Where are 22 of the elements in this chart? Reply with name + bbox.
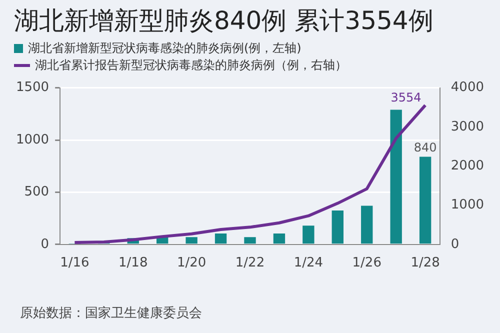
x-tick-label: 1/20 — [176, 256, 206, 271]
data-label: 840 — [414, 140, 437, 155]
text: 原始数据：国家卫生健康委员会 — [20, 305, 202, 322]
y-tick-label: 0 — [40, 236, 50, 252]
x-tick-label: 1/26 — [352, 256, 382, 271]
legend-label: 湖北省新增新型冠状病毒感染的肺炎病例(例，左轴) — [28, 40, 302, 57]
y-tick-label: 1000 — [16, 132, 50, 148]
y2-tick-label: 1000 — [450, 198, 484, 213]
data-label: 3554 — [390, 90, 422, 104]
y2-tick-label: 4000 — [450, 80, 484, 96]
y-tick-label: 1500 — [16, 80, 50, 96]
x-tick-label: 1/22 — [235, 256, 265, 271]
x-tick-label: 1/18 — [118, 256, 148, 271]
y2-tick-label: 3000 — [450, 119, 484, 134]
chart-title: 湖北新增新型肺炎840例 累计3554例 — [14, 5, 434, 37]
y-tick-label: 500 — [24, 184, 50, 200]
y2-tick-label: 0 — [450, 236, 460, 252]
y2-tick-label: 2000 — [450, 158, 484, 174]
x-tick-label: 1/16 — [60, 256, 90, 271]
x-tick-label: 1/24 — [294, 256, 324, 271]
legend-label: 湖北省累计报告新型冠状病毒感染的肺炎病例（例，右轴） — [35, 57, 347, 74]
x-tick-label: 1/28 — [410, 256, 440, 271]
